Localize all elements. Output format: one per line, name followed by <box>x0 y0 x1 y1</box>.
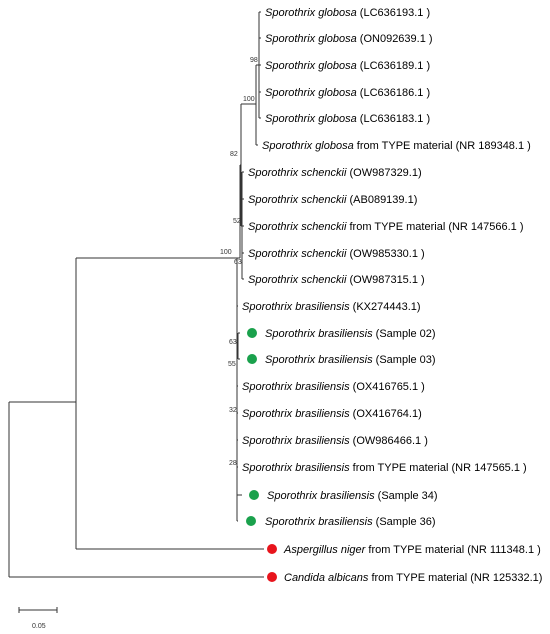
taxon-accession: (Sample 03) <box>373 354 436 366</box>
taxon-accession: (LC636186.1 ) <box>357 87 430 99</box>
taxon-species-name: Sporothrix brasiliensis <box>242 435 350 447</box>
taxon-species-name: Sporothrix globosa <box>265 87 357 99</box>
taxon-label: Sporothrix globosa (LC636186.1 ) <box>265 87 430 99</box>
taxon-accession: from TYPE material (NR 125332.1) <box>368 572 542 584</box>
red-sample-marker <box>267 572 277 582</box>
taxon-species-name: Aspergillus niger <box>283 544 367 556</box>
scale-bar-label: 0.05 <box>32 623 46 630</box>
green-sample-marker <box>246 516 256 526</box>
taxon-label: Sporothrix schenckii from TYPE material … <box>248 221 524 233</box>
green-sample-marker <box>247 354 257 364</box>
taxon-labels: Sporothrix globosa (LC636193.1 )Sporothr… <box>242 7 542 584</box>
taxon-label: Sporothrix brasiliensis (Sample 02) <box>265 328 436 340</box>
taxon-species-name: Candida albicans <box>284 572 369 584</box>
taxon-label: Sporothrix globosa (LC636193.1 ) <box>265 7 430 19</box>
taxon-accession: from TYPE material (NR 189348.1 ) <box>354 140 531 152</box>
taxon-label: Aspergillus niger from TYPE material (NR… <box>283 544 541 556</box>
taxon-label: Sporothrix brasiliensis from TYPE materi… <box>242 462 527 474</box>
green-sample-marker <box>247 328 257 338</box>
taxon-species-name: Sporothrix brasiliensis <box>242 301 350 313</box>
taxon-accession: (Sample 02) <box>373 328 436 340</box>
sample-markers <box>246 328 277 582</box>
taxon-label: Sporothrix brasiliensis (OX416764.1) <box>242 408 422 420</box>
taxon-species-name: Sporothrix schenckii <box>248 221 347 233</box>
taxon-accession: from TYPE material (NR 147565.1 ) <box>350 462 527 474</box>
taxon-accession: (KX274443.1) <box>350 301 421 313</box>
taxon-label: Sporothrix schenckii (OW987315.1 ) <box>248 274 425 286</box>
taxon-species-name: Sporothrix globosa <box>265 7 357 19</box>
taxon-accession: (OW987329.1) <box>346 167 421 179</box>
taxon-species-name: Sporothrix globosa <box>262 140 354 152</box>
taxon-label: Sporothrix globosa (LC636183.1 ) <box>265 113 430 125</box>
taxon-species-name: Sporothrix brasiliensis <box>242 381 350 393</box>
green-sample-marker <box>249 490 259 500</box>
bootstrap-value: 100 <box>243 96 255 103</box>
taxon-label: Sporothrix brasiliensis (OX416765.1 ) <box>242 381 425 393</box>
taxon-accession: (LC636183.1 ) <box>357 113 430 125</box>
taxon-accession: (OX416764.1) <box>350 408 422 420</box>
taxon-species-name: Sporothrix brasiliensis <box>267 490 375 502</box>
taxon-label: Sporothrix globosa (ON092639.1 ) <box>265 33 433 45</box>
taxon-species-name: Sporothrix schenckii <box>248 248 347 260</box>
bootstrap-value: 32 <box>229 407 237 414</box>
red-sample-marker <box>267 544 277 554</box>
taxon-accession: (OW987315.1 ) <box>346 274 424 286</box>
taxon-accession: (Sample 36) <box>373 516 436 528</box>
taxon-label: Sporothrix brasiliensis (KX274443.1) <box>242 301 421 313</box>
taxon-label: Sporothrix brasiliensis (OW986466.1 ) <box>242 435 428 447</box>
taxon-label: Sporothrix globosa from TYPE material (N… <box>262 140 531 152</box>
taxon-label: Sporothrix brasiliensis (Sample 36) <box>265 516 436 528</box>
taxon-accession: (LC636189.1 ) <box>357 60 430 72</box>
bootstrap-value: 55 <box>228 361 236 368</box>
taxon-label: Sporothrix schenckii (AB089139.1) <box>248 194 417 206</box>
taxon-accession: (LC636193.1 ) <box>357 7 430 19</box>
taxon-label: Sporothrix schenckii (OW987329.1) <box>248 167 422 179</box>
bootstrap-value: 63 <box>229 339 237 346</box>
tree-branches <box>8 11 264 578</box>
bootstrap-value: 52 <box>233 218 241 225</box>
taxon-label: Sporothrix brasiliensis (Sample 03) <box>265 354 436 366</box>
taxon-species-name: Sporothrix globosa <box>265 60 357 72</box>
bootstrap-value: 98 <box>250 57 258 64</box>
taxon-accession: (OX416765.1 ) <box>350 381 425 393</box>
bootstrap-value: 28 <box>229 460 237 467</box>
taxon-accession: (OW986466.1 ) <box>350 435 428 447</box>
taxon-species-name: Sporothrix globosa <box>265 113 357 125</box>
bootstrap-value: 100 <box>220 249 232 256</box>
bootstrap-value: 82 <box>230 151 238 158</box>
taxon-species-name: Sporothrix globosa <box>265 33 357 45</box>
taxon-accession: from TYPE material (NR 147566.1 ) <box>346 221 523 233</box>
taxon-species-name: Sporothrix brasiliensis <box>265 354 373 366</box>
taxon-species-name: Sporothrix schenckii <box>248 167 347 179</box>
bootstrap-value: 63 <box>234 259 242 266</box>
taxon-species-name: Sporothrix schenckii <box>248 194 347 206</box>
taxon-species-name: Sporothrix schenckii <box>248 274 347 286</box>
taxon-label: Sporothrix globosa (LC636189.1 ) <box>265 60 430 72</box>
taxon-species-name: Sporothrix brasiliensis <box>265 516 373 528</box>
taxon-accession: from TYPE material (NR 111348.1 ) <box>365 544 540 556</box>
taxon-accession: (ON092639.1 ) <box>357 33 433 45</box>
scale-bar: 0.05 <box>18 607 58 630</box>
taxon-label: Sporothrix brasiliensis (Sample 34) <box>267 490 438 502</box>
taxon-species-name: Sporothrix brasiliensis <box>242 462 350 474</box>
taxon-accession: (Sample 34) <box>375 490 438 502</box>
taxon-label: Sporothrix schenckii (OW985330.1 ) <box>248 248 425 260</box>
taxon-species-name: Sporothrix brasiliensis <box>265 328 373 340</box>
taxon-accession: (AB089139.1) <box>346 194 417 206</box>
taxon-species-name: Sporothrix brasiliensis <box>242 408 350 420</box>
taxon-accession: (OW985330.1 ) <box>346 248 424 260</box>
taxon-label: Candida albicans from TYPE material (NR … <box>284 572 542 584</box>
